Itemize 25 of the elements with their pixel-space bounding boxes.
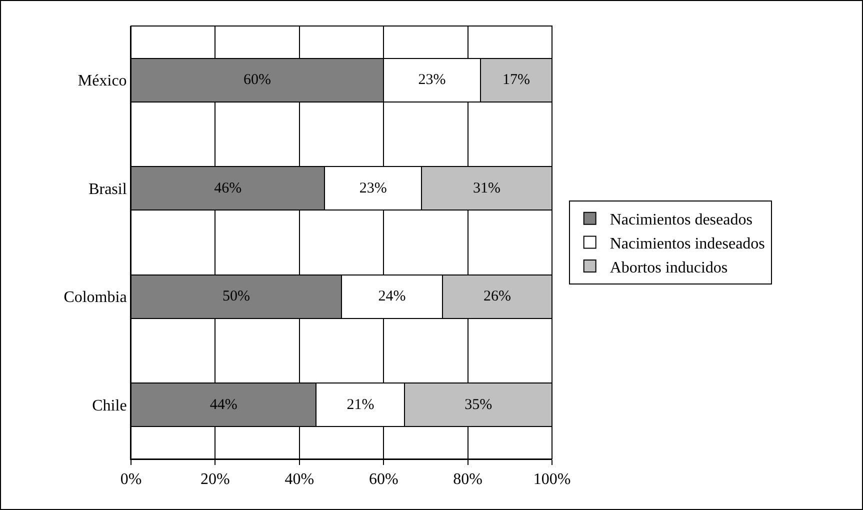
x-tick-label: 100%	[533, 471, 571, 488]
data-label: 21%	[346, 396, 374, 413]
y-tick-label: México	[78, 72, 127, 90]
x-tick-label: 0%	[120, 471, 142, 488]
data-label: 23%	[418, 72, 446, 88]
y-tick-label: Brasil	[88, 180, 128, 198]
data-label: 44%	[210, 396, 238, 413]
data-label: 31%	[472, 180, 500, 196]
legend-label: Abortos inducidos	[610, 259, 728, 276]
data-label: 50%	[222, 288, 250, 305]
legend-label: Nacimientos indeseados	[610, 235, 765, 252]
x-tick-label: 60%	[368, 471, 398, 488]
data-label: 35%	[464, 396, 492, 413]
data-label: 23%	[359, 180, 387, 196]
x-tick-label: 40%	[284, 471, 314, 488]
x-tick-label: 80%	[453, 471, 482, 488]
data-label: 24%	[378, 288, 406, 305]
data-label: 26%	[484, 288, 512, 305]
y-tick-label: Colombia	[64, 289, 127, 306]
y-tick-label: Chile	[92, 397, 127, 414]
data-label: 46%	[214, 180, 242, 196]
data-label: 17%	[502, 72, 530, 88]
legend-label: Nacimientos deseados	[610, 212, 752, 229]
data-label: 60%	[244, 72, 272, 88]
x-tick-label: 20%	[200, 471, 230, 488]
